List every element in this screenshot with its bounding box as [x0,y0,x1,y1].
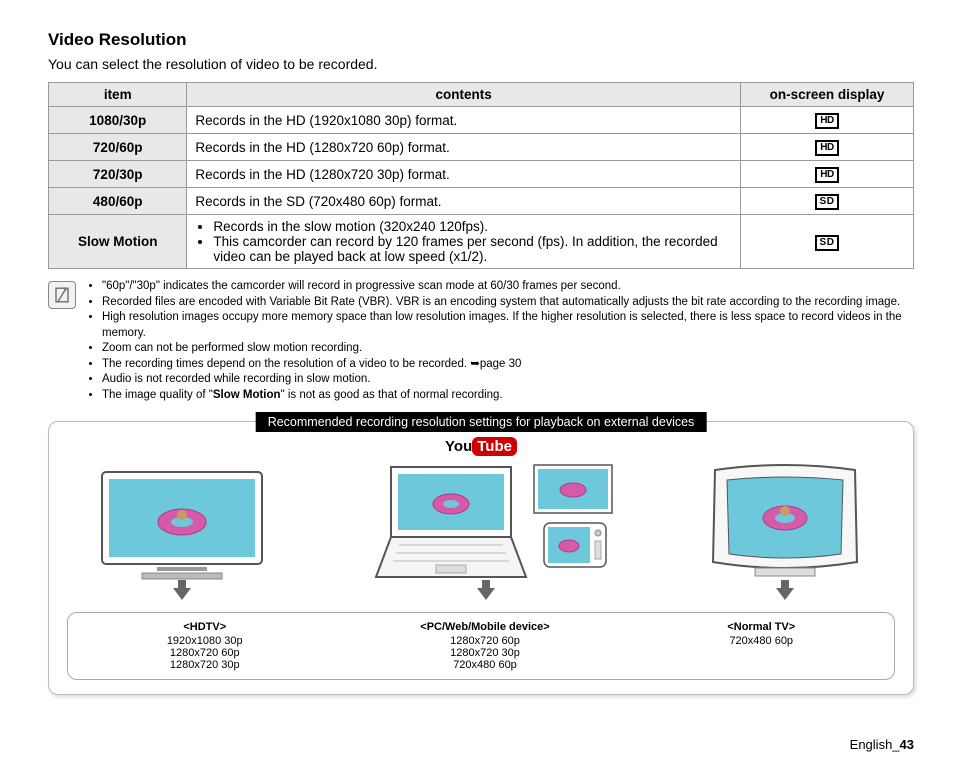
row-contents: Records in the HD (1280x720 30p) format. [187,161,741,188]
footer-lang: English [850,737,893,752]
spec-line: 720x480 60p [420,659,549,671]
note-item: Zoom can not be performed slow motion re… [102,341,914,357]
spec-title: <PC/Web/Mobile device> [420,621,549,633]
note-item: High resolution images occupy more memor… [102,310,914,341]
device-pc-mobile [356,457,616,600]
note-item: "60p"/"30p" indicates the camcorder will… [102,279,914,295]
row-osd: HD [740,107,913,134]
row-item: Slow Motion [49,215,187,269]
laptop-mobile-icon [356,457,616,582]
th-item: item [49,83,187,107]
crt-tv-icon [705,462,865,582]
arrow-down-icon [173,588,191,600]
arrow-down-icon [477,588,495,600]
th-contents: contents [187,83,741,107]
table-row: 720/60p Records in the HD (1280x720 60p)… [49,134,914,161]
spec-col-tv: <Normal TV> 720x480 60p [727,621,795,671]
hd-badge-icon: HD [815,113,838,129]
th-osd: on-screen display [740,83,913,107]
row-item: 720/30p [49,161,187,188]
notes-list: "60p"/"30p" indicates the camcorder will… [102,279,914,403]
youtube-logo: YouTube [67,438,895,455]
hd-badge-icon: HD [815,140,838,156]
row-contents: Records in the HD (1920x1080 30p) format… [187,107,741,134]
devices-row [67,457,895,600]
note-bold: Slow Motion [213,389,281,401]
row-osd: SD [740,188,913,215]
page-title: Video Resolution [48,30,914,50]
row-osd: SD [740,215,913,269]
slow-bullet: This camcorder can record by 120 frames … [213,234,732,264]
hd-badge-icon: HD [815,167,838,183]
note-text: " is not as good as that of normal recor… [281,389,503,401]
page-footer: English_43 [850,737,914,752]
row-item: 480/60p [49,188,187,215]
row-osd: HD [740,134,913,161]
note-item: The recording times depend on the resolu… [102,357,914,373]
spec-line: 1920x1080 30p [167,635,243,647]
note-text: The image quality of " [102,389,213,401]
intro-text: You can select the resolution of video t… [48,56,914,72]
arrow-down-icon [776,588,794,600]
spec-line: 1280x720 30p [167,659,243,671]
row-osd: HD [740,161,913,188]
table-row: 1080/30p Records in the HD (1920x1080 30… [49,107,914,134]
table-row-slow: Slow Motion Records in the slow motion (… [49,215,914,269]
row-contents: Records in the slow motion (320x240 120f… [187,215,741,269]
note-item-slow: The image quality of "Slow Motion" is no… [102,388,914,404]
spec-title: <HDTV> [167,621,243,633]
spec-line: 1280x720 60p [167,647,243,659]
row-item: 1080/30p [49,107,187,134]
spec-line: 1280x720 60p [420,635,549,647]
device-normal-tv [705,462,865,600]
spec-col-pc: <PC/Web/Mobile device> 1280x720 60p 1280… [420,621,549,671]
spec-line: 720x480 60p [727,635,795,647]
sd-badge-icon: SD [815,235,840,251]
row-item: 720/60p [49,134,187,161]
spec-line: 1280x720 30p [420,647,549,659]
spec-col-hdtv: <HDTV> 1920x1080 30p 1280x720 60p 1280x7… [167,621,243,671]
note-icon [48,281,76,309]
table-row: 720/30p Records in the HD (1280x720 30p)… [49,161,914,188]
notes-block: "60p"/"30p" indicates the camcorder will… [48,279,914,403]
note-item: Audio is not recorded while recording in… [102,372,914,388]
spec-title: <Normal TV> [727,621,795,633]
yt-you: You [445,438,472,455]
note-item: Recorded files are encoded with Variable… [102,295,914,311]
table-row: 480/60p Records in the SD (720x480 60p) … [49,188,914,215]
footer-sep: _ [892,737,899,752]
specs-box: <HDTV> 1920x1080 30p 1280x720 60p 1280x7… [67,612,895,680]
device-hdtv [97,467,267,600]
resolution-table: item contents on-screen display 1080/30p… [48,82,914,269]
panel-title: Recommended recording resolution setting… [256,412,707,432]
yt-tube: Tube [472,437,517,456]
sd-badge-icon: SD [815,194,840,210]
hdtv-icon [97,467,267,582]
recommendation-panel: Recommended recording resolution setting… [48,421,914,695]
row-contents: Records in the HD (1280x720 60p) format. [187,134,741,161]
footer-page: 43 [900,737,914,752]
row-contents: Records in the SD (720x480 60p) format. [187,188,741,215]
slow-bullet: Records in the slow motion (320x240 120f… [213,219,732,234]
